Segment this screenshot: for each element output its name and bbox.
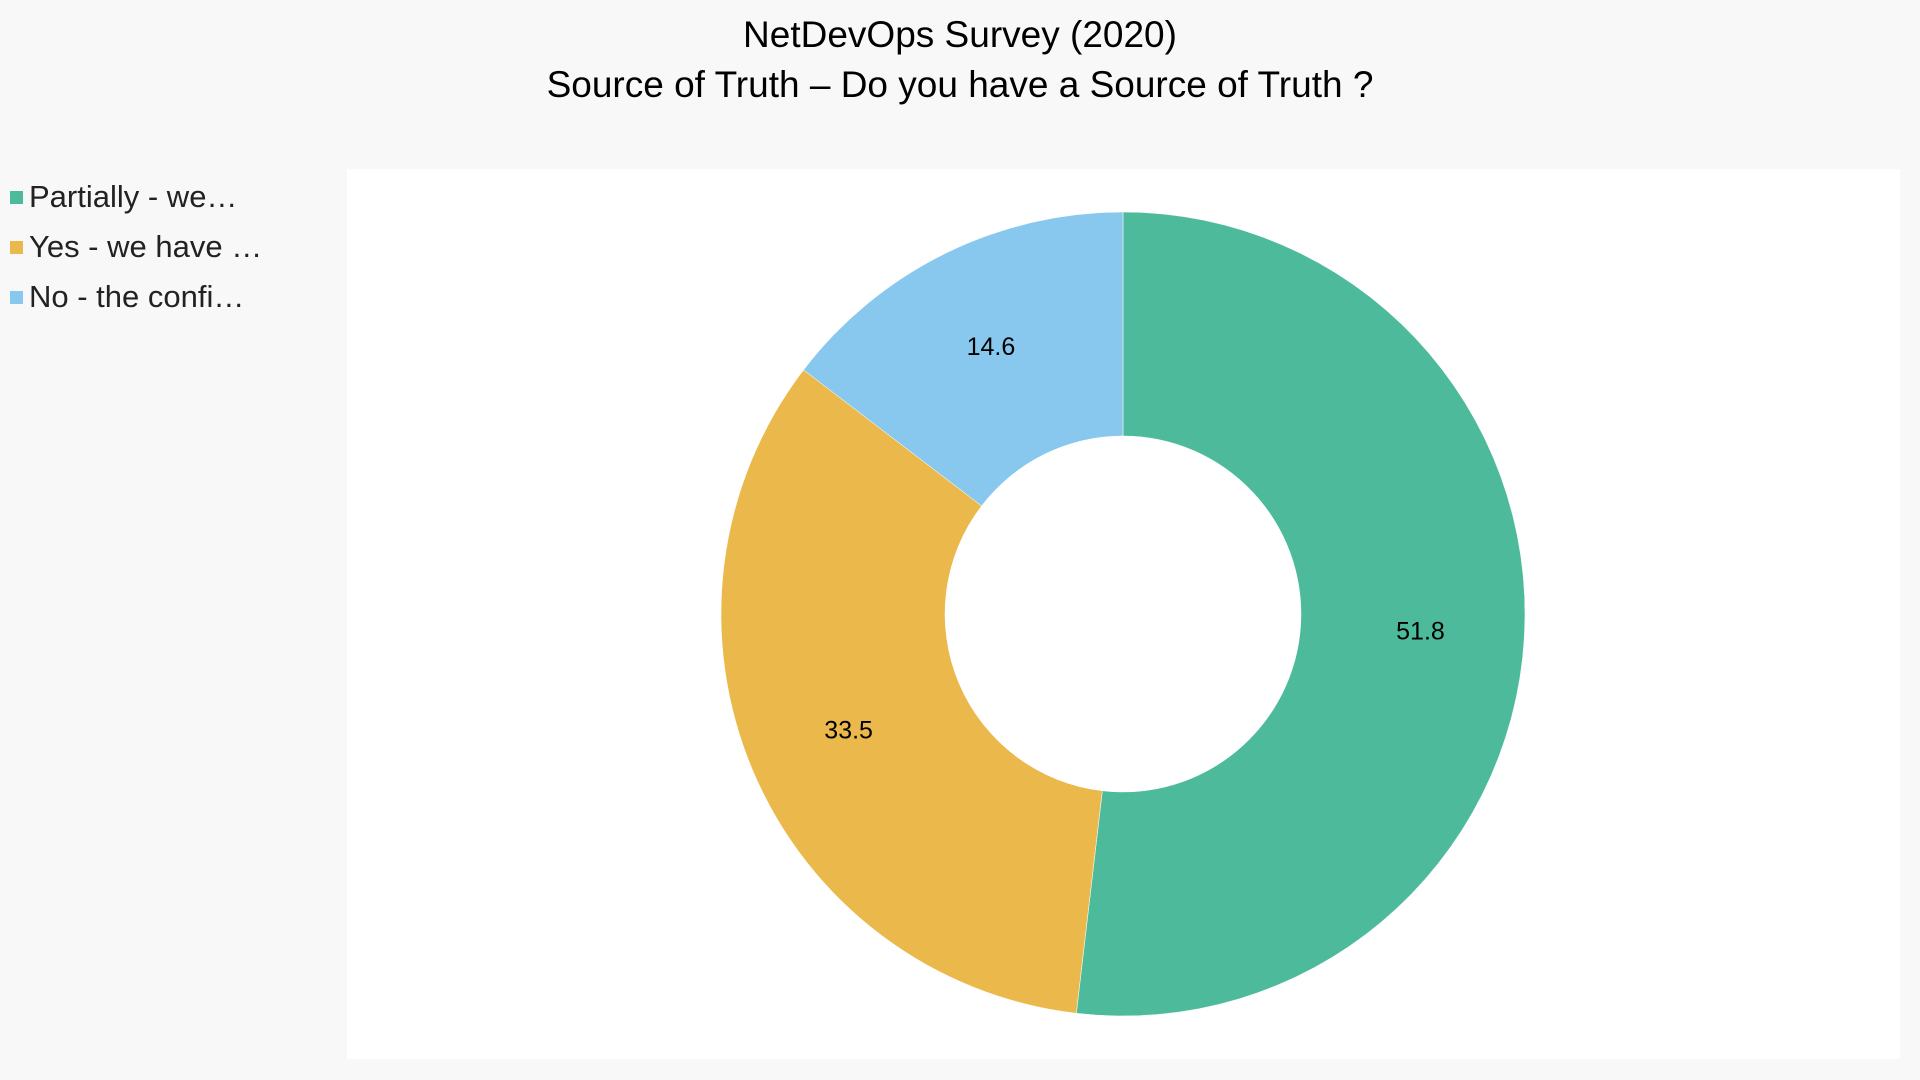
slice-partially[interactable] bbox=[1076, 211, 1526, 1017]
legend-label-yes: Yes - we have … bbox=[29, 229, 263, 264]
chart-title-block: NetDevOps Survey (2020) Source of Truth … bbox=[0, 10, 1920, 110]
slice-yes[interactable] bbox=[720, 369, 1103, 1014]
legend-item-partially[interactable]: Partially - we… bbox=[10, 172, 262, 222]
data-label-yes: 33.5 bbox=[824, 716, 873, 744]
plot-area: 51.8 33.5 14.6 bbox=[347, 169, 1900, 1059]
legend-item-yes[interactable]: Yes - we have … bbox=[10, 222, 262, 272]
legend-item-no[interactable]: No - the confi… bbox=[10, 272, 262, 322]
slice-no[interactable] bbox=[803, 211, 1124, 507]
legend-label-partially: Partially - we… bbox=[29, 179, 238, 214]
legend: Partially - we… Yes - we have … No - the… bbox=[10, 172, 262, 322]
donut-chart: 51.8 33.5 14.6 bbox=[720, 211, 1526, 1017]
chart-subtitle: Source of Truth – Do you have a Source o… bbox=[546, 64, 1374, 105]
data-label-partially: 51.8 bbox=[1396, 617, 1445, 645]
chart-title: NetDevOps Survey (2020) bbox=[743, 14, 1177, 55]
legend-swatch-no bbox=[10, 290, 23, 304]
data-label-no: 14.6 bbox=[967, 333, 1016, 361]
legend-swatch-yes bbox=[10, 240, 23, 254]
legend-label-no: No - the confi… bbox=[29, 279, 245, 314]
legend-swatch-partially bbox=[10, 190, 23, 204]
